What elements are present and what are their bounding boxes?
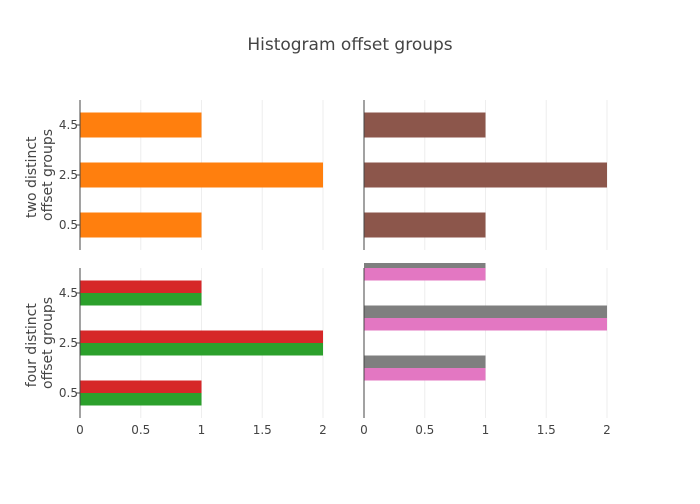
bar-series1-bin2 <box>364 112 486 138</box>
y-tick-label: 4.5 <box>59 118 78 132</box>
y-tick-label: 0.5 <box>59 218 78 232</box>
chart-title: Histogram offset groups <box>247 35 452 55</box>
bar-series1-bin2 <box>80 112 202 138</box>
x-tick-label: 2 <box>319 423 327 437</box>
x-tick-label: 1 <box>198 423 206 437</box>
x-tick-label: 0.5 <box>415 423 434 437</box>
row-labels: two distinct offset groups four distinct… <box>24 129 56 389</box>
bar-series1-bin0 <box>80 380 202 393</box>
bar-series0-bin1 <box>80 343 323 356</box>
row-label-bottom-line1: four distinct <box>24 303 40 388</box>
bar-series1-bin2 <box>364 263 486 268</box>
bar-series1-bin0 <box>364 212 486 238</box>
bar-series1-bin1 <box>80 162 323 188</box>
bar-series0-bin2 <box>364 268 486 281</box>
bar-series0-bin0 <box>364 368 486 381</box>
bar-series0-bin1 <box>364 318 607 331</box>
bar-series1-bin0 <box>80 212 202 238</box>
y-tick-label: 2.5 <box>59 336 78 350</box>
bar-series1-bin2 <box>80 280 202 293</box>
bar-series1-bin1 <box>80 330 323 343</box>
x-tick-label: 2 <box>603 423 611 437</box>
panel-0: 0.5 2.5 4.5 <box>59 100 324 250</box>
bar-series1-bin1 <box>364 305 607 318</box>
bar-series1-bin1 <box>364 162 607 188</box>
x-tick-label: 0.5 <box>131 423 150 437</box>
x-tick-label: 0 <box>360 423 368 437</box>
x-tick-label: 0 <box>76 423 84 437</box>
x-tick-label: 1.5 <box>253 423 272 437</box>
chart-panels: 0.5 2.5 4.5 0.5 2.5 4.5 0 0.5 1 1.5 2 0 0.5 1 1.5 2 <box>59 100 611 437</box>
x-tick-label: 1.5 <box>537 423 556 437</box>
bar-series0-bin2 <box>80 293 202 306</box>
row-label-top-line1: two distinct <box>24 136 40 218</box>
y-tick-label: 4.5 <box>59 286 78 300</box>
y-tick-label: 2.5 <box>59 168 78 182</box>
panel-3: 0 0.5 1 1.5 2 <box>360 263 611 437</box>
panel-2: 0.5 2.5 4.5 0 0.5 1 1.5 2 <box>59 268 327 437</box>
x-tick-label: 1 <box>482 423 490 437</box>
row-label-bottom-line2: offset groups <box>40 297 56 389</box>
row-label-top-line2: offset groups <box>40 129 56 221</box>
bar-series1-bin0 <box>364 355 486 368</box>
row-label-top: two distinct offset groups <box>24 129 56 221</box>
row-label-bottom: four distinct offset groups <box>24 297 56 389</box>
panel-1 <box>363 100 608 250</box>
y-tick-label: 0.5 <box>59 386 78 400</box>
bar-series0-bin0 <box>80 393 202 406</box>
